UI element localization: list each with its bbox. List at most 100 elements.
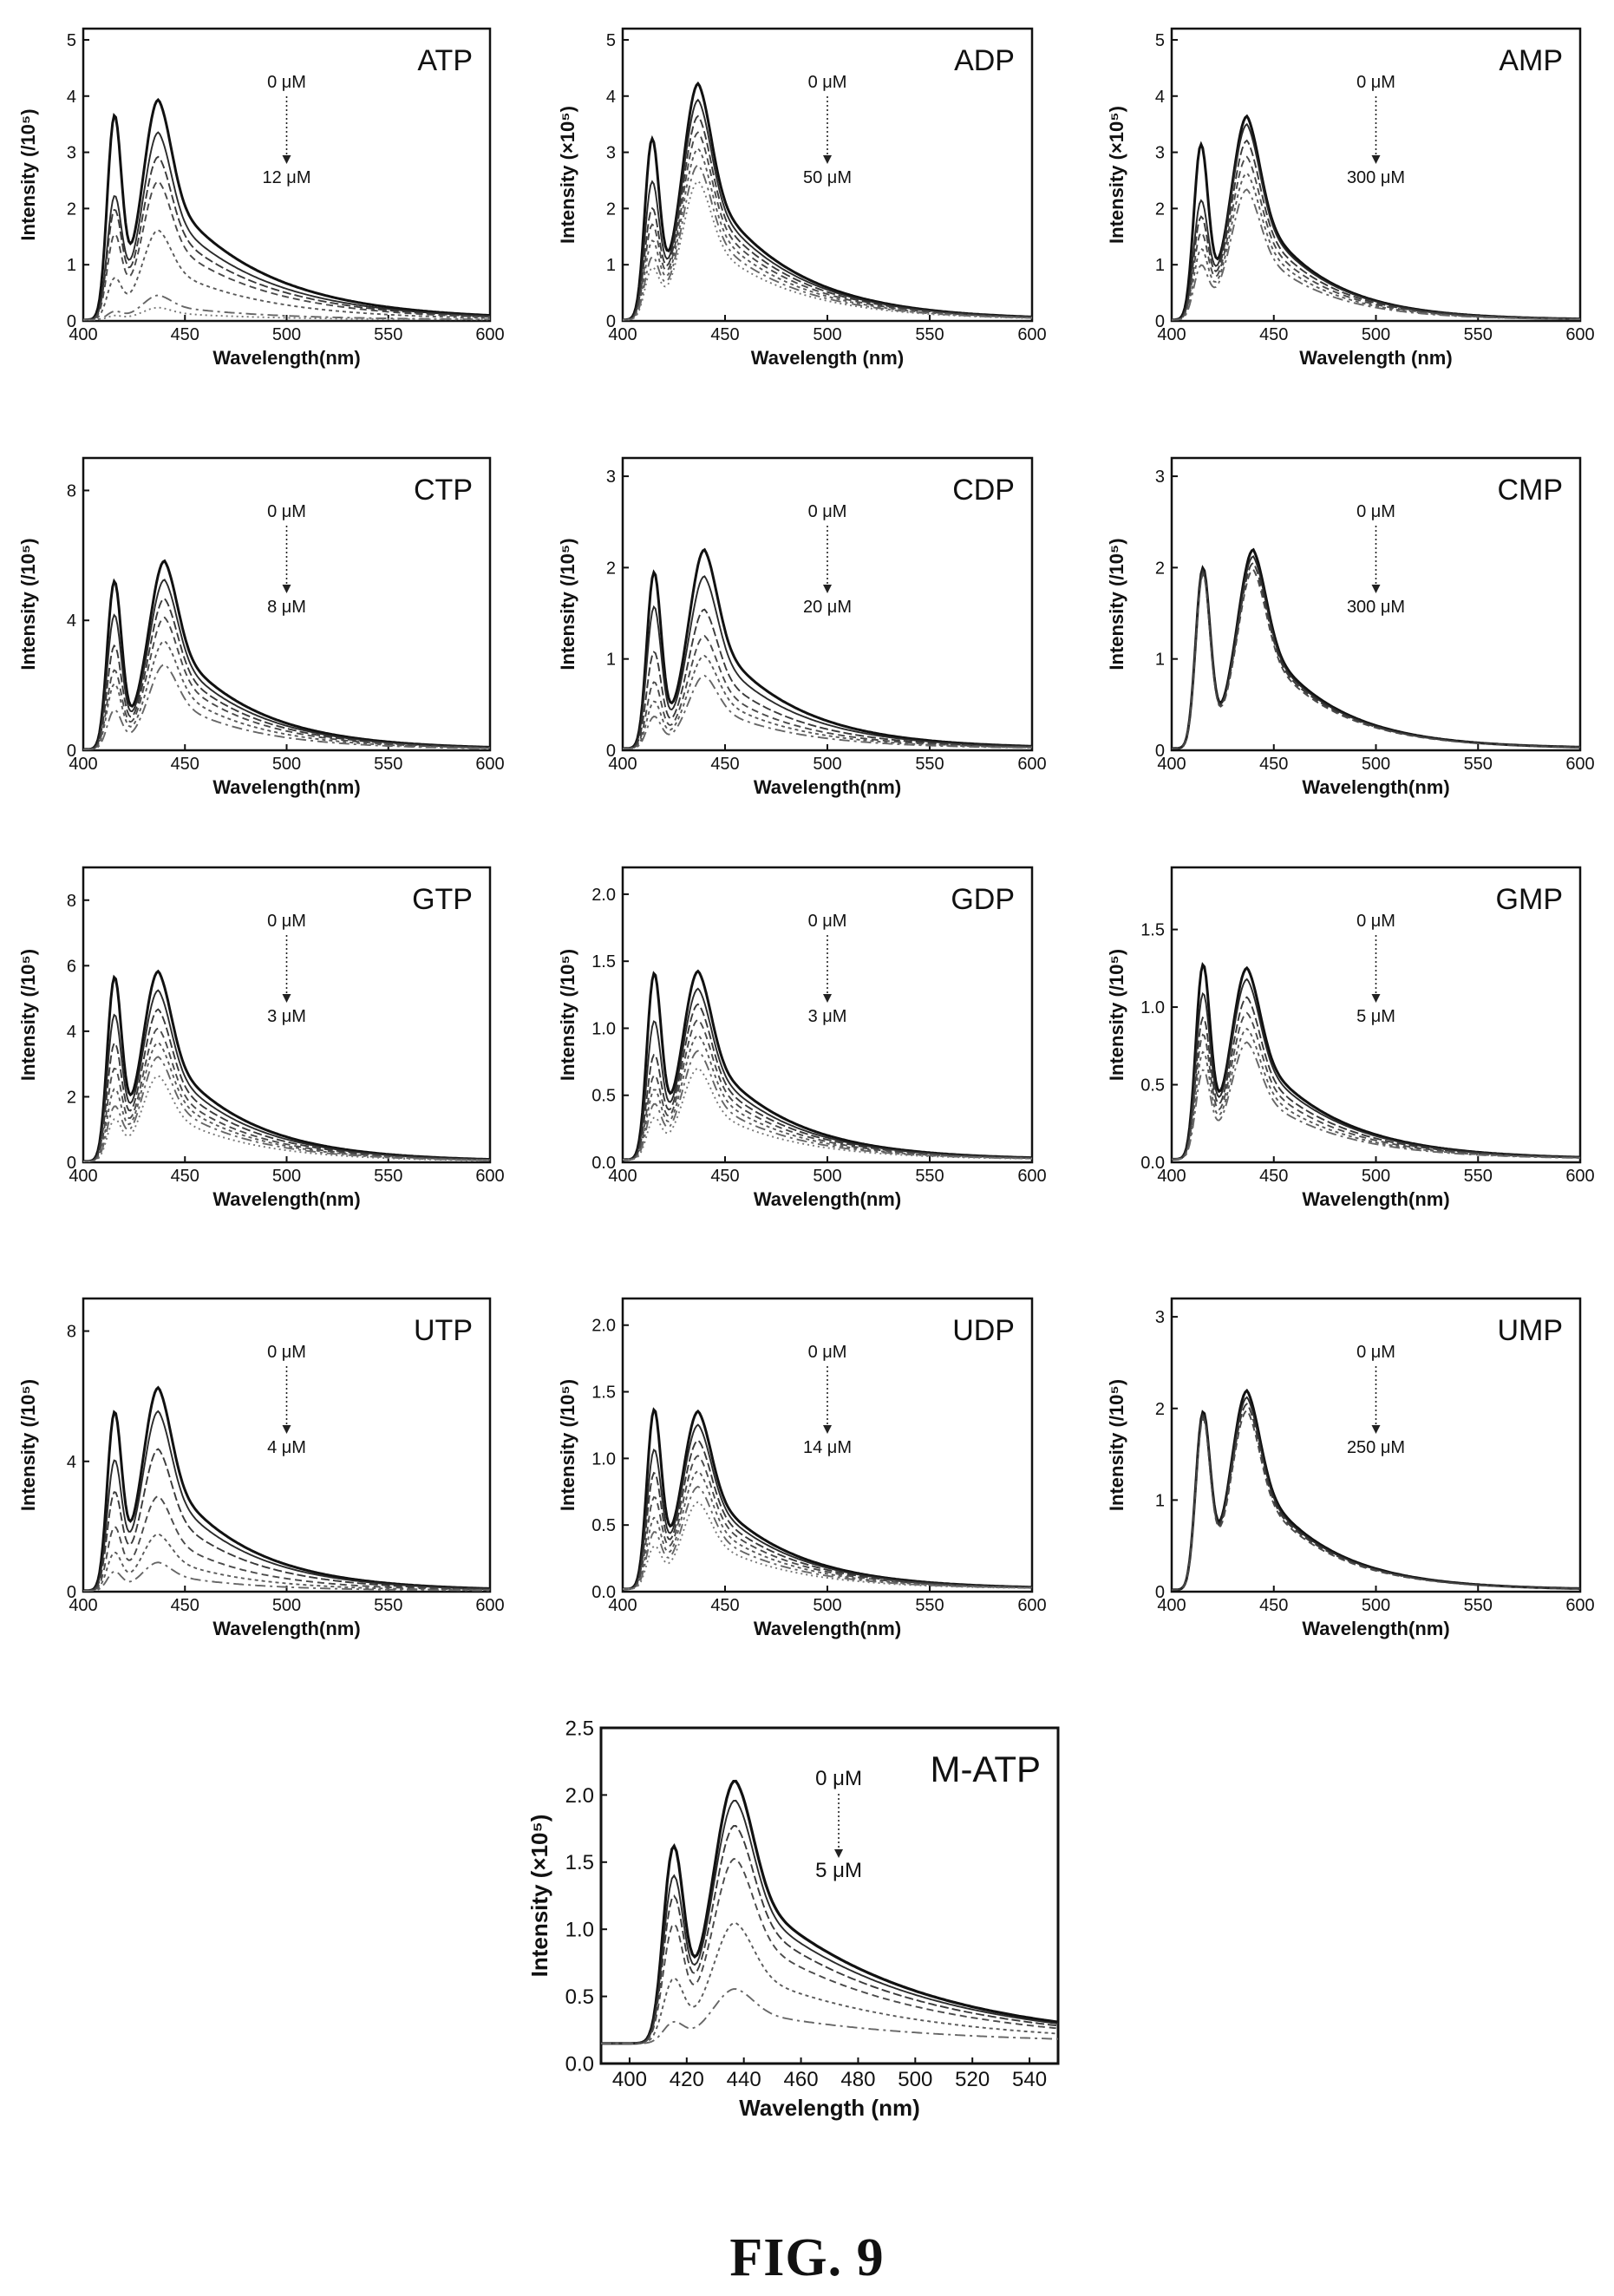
conc-end-label: 20 μM <box>803 598 852 617</box>
x-tick-label: 500 <box>1362 1167 1390 1186</box>
y-tick-label: 1.5 <box>591 952 616 971</box>
x-tick-label: 600 <box>1017 755 1046 774</box>
spectrum-line-5 <box>623 1034 1032 1161</box>
spectrum-line-3 <box>1172 996 1580 1161</box>
y-tick-label: 3 <box>1155 468 1165 487</box>
y-tick-label: 2 <box>1155 200 1165 219</box>
conc-arrow-head <box>1371 1425 1381 1434</box>
conc-arrow-head <box>282 1425 291 1434</box>
spectrum-line-7 <box>623 1067 1032 1161</box>
spectrum-line-6 <box>623 1485 1032 1590</box>
chart-panel-ump: 400 450 500 550 600 0 1 2 3 Wavelength(nm) Intensi… <box>1106 1297 1595 1639</box>
panel-title: CTP <box>414 474 473 507</box>
x-tick-label: 600 <box>475 1167 504 1186</box>
x-axis-label: Wavelength(nm) <box>1302 1188 1449 1210</box>
spectrum-line-7 <box>623 180 1032 321</box>
spectrum-line-2 <box>601 1799 1058 2044</box>
y-tick-label: 5 <box>1155 31 1165 50</box>
y-tick-label: 2.0 <box>591 886 616 905</box>
panel-title: UDP <box>952 1314 1015 1347</box>
y-tick-label: 6 <box>67 957 76 976</box>
y-tick-label: 8 <box>67 481 76 500</box>
x-tick-label: 500 <box>272 755 301 774</box>
spectrum-line-4 <box>83 616 490 750</box>
y-axis-label: Intensity (×10⁵) <box>1106 106 1127 244</box>
x-axis-label: Wavelength(nm) <box>212 776 360 798</box>
y-tick-label: 5 <box>67 31 76 50</box>
x-tick-label: 400 <box>1157 755 1186 774</box>
spectrum-line-6 <box>83 1561 490 1592</box>
chart-panel-gtp: 400 450 500 550 600 0 2 4 6 8 Wavelength(nm) Intens… <box>17 866 505 1210</box>
x-tick-label: 550 <box>915 1167 944 1186</box>
spectrum-line-5 <box>83 639 490 750</box>
chart-panel-cmp: 400 450 500 550 600 0 1 2 3 Wavelength(nm) Intensi… <box>1106 456 1595 798</box>
conc-arrow-head <box>1371 585 1381 593</box>
x-tick-label: 550 <box>1464 325 1493 344</box>
chart-panel-cdp: 400 450 500 550 600 0 1 2 3 Wavelength(nm) Intensi… <box>557 456 1047 798</box>
chart-panel-gmp: 400 450 500 550 600 0.0 0.5 1.0 1.5 Wavelength(nm… <box>1106 866 1595 1210</box>
x-tick-label: 500 <box>272 1167 301 1186</box>
y-tick-label: 4 <box>67 1023 76 1042</box>
y-tick-label: 4 <box>1155 88 1165 107</box>
spectrum-line-2 <box>83 131 490 321</box>
conc-end-label: 300 μM <box>1347 598 1405 617</box>
y-tick-label: 8 <box>67 892 76 911</box>
spectrum-line-4 <box>623 635 1032 749</box>
y-axis-label: Intensity (×10⁵) <box>557 106 578 244</box>
spectrum-line-4 <box>1172 1409 1580 1591</box>
conc-start-label: 0 μM <box>267 1343 306 1362</box>
y-axis-label: Intensity (/10⁵) <box>1106 1379 1127 1511</box>
x-axis-label: Wavelength(nm) <box>754 776 901 798</box>
y-tick-label: 0.0 <box>565 2052 594 2076</box>
x-axis-label: Wavelength (nm) <box>1299 347 1452 369</box>
y-tick-label: 1 <box>1155 1491 1165 1510</box>
x-tick-label: 400 <box>69 755 97 774</box>
x-axis-label: Wavelength(nm) <box>754 1618 901 1639</box>
chart-panel-adp: 400 450 500 550 600 0 1 2 3 4 5 Wavelength (nm) Inte… <box>557 27 1047 369</box>
x-axis-label: Wavelength(nm) <box>212 1188 360 1210</box>
spectrum-line-3 <box>83 155 490 321</box>
x-tick-label: 500 <box>813 325 841 344</box>
y-tick-label: 0 <box>67 1583 76 1602</box>
y-tick-label: 2 <box>1155 1400 1165 1419</box>
conc-end-label: 3 μM <box>267 1007 306 1026</box>
spectrum-line-6 <box>601 1988 1058 2044</box>
y-axis-label: Intensity (×10⁵) <box>526 1815 552 1978</box>
x-axis-label: Wavelength (nm) <box>739 2095 919 2121</box>
spectrum-line-6 <box>623 163 1032 321</box>
x-tick-label: 450 <box>1259 1596 1288 1615</box>
panel-title: M-ATP <box>930 1749 1041 1789</box>
x-axis-label: Wavelength(nm) <box>1302 776 1449 798</box>
panel-title: CDP <box>952 474 1015 507</box>
conc-end-label: 5 μM <box>815 1859 862 1882</box>
y-tick-label: 4 <box>67 1453 76 1472</box>
x-tick-label: 540 <box>1012 2068 1047 2091</box>
spectrum-line-1 <box>83 97 490 321</box>
y-axis-label: Intensity (/10⁵) <box>1106 538 1127 670</box>
x-tick-label: 500 <box>272 1596 301 1615</box>
y-tick-label: 4 <box>606 88 616 107</box>
spectrum-line-6 <box>1172 188 1580 321</box>
spectrum-line-3 <box>83 1448 490 1592</box>
y-tick-label: 0.0 <box>591 1154 616 1173</box>
conc-start-label: 0 μM <box>808 73 847 92</box>
conc-end-label: 250 μM <box>1347 1438 1405 1457</box>
x-axis-label: Wavelength (nm) <box>751 347 904 369</box>
conc-end-label: 4 μM <box>267 1438 306 1457</box>
x-tick-label: 550 <box>1464 1596 1493 1615</box>
x-tick-label: 400 <box>608 325 637 344</box>
x-tick-label: 400 <box>1157 1596 1186 1615</box>
y-tick-label: 0.5 <box>591 1087 616 1106</box>
y-tick-label: 0 <box>1155 742 1165 761</box>
y-tick-label: 0.0 <box>591 1583 616 1602</box>
y-tick-label: 4 <box>67 612 76 631</box>
x-tick-label: 600 <box>1017 325 1046 344</box>
chart-panel-gdp: 400 450 500 550 600 0.0 0.5 1.0 1.5 2.0 Wavelength… <box>557 866 1047 1210</box>
y-tick-label: 1 <box>606 651 616 670</box>
x-tick-label: 500 <box>813 755 841 774</box>
spectrum-line-5 <box>1172 1027 1580 1161</box>
y-tick-label: 0 <box>67 1154 76 1173</box>
conc-start-label: 0 μM <box>808 502 847 521</box>
spectrum-line-1 <box>1172 1388 1580 1592</box>
x-tick-label: 450 <box>171 1596 199 1615</box>
